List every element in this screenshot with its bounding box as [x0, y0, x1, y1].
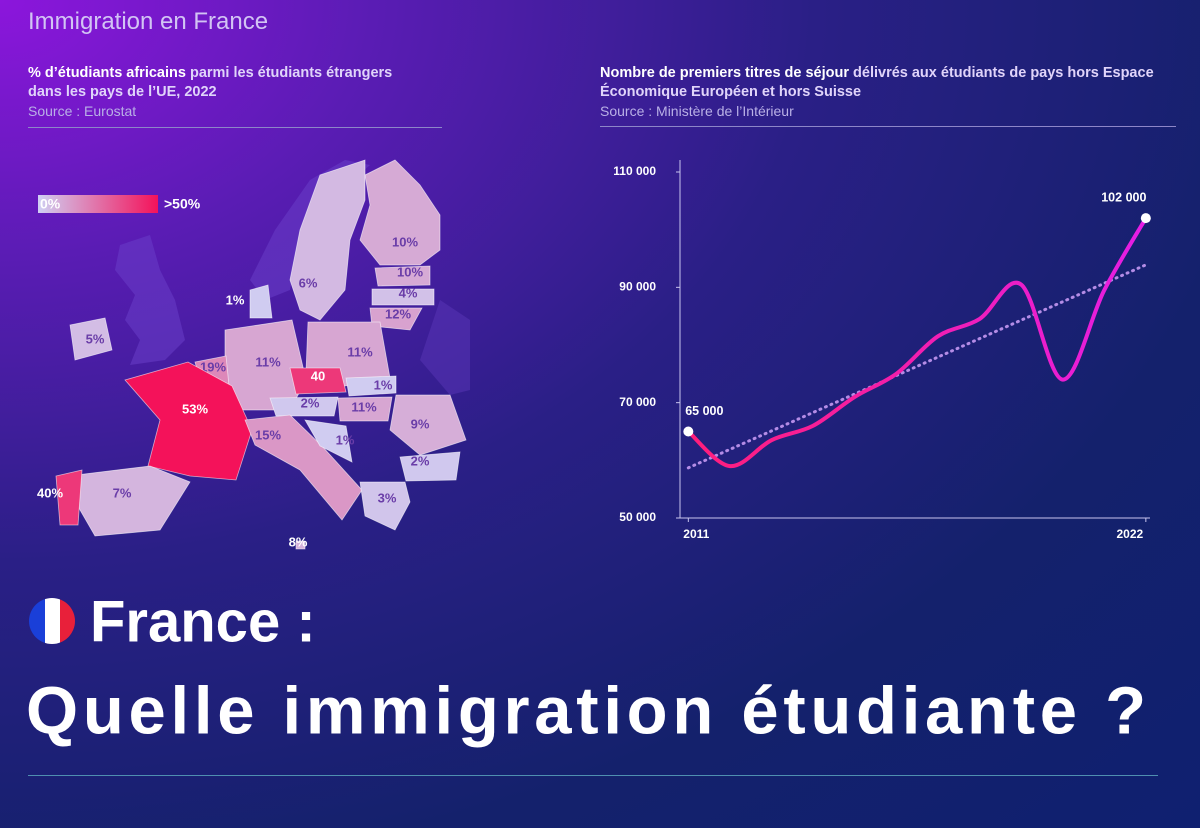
country	[249, 284, 273, 319]
country-label: 6%	[299, 275, 318, 290]
trend-line	[686, 263, 1148, 470]
country	[269, 396, 339, 417]
country-label: 4%	[399, 285, 418, 300]
map-title: % d’étudiants africains parmi les étudia…	[28, 64, 428, 102]
legend-max: >50%	[164, 196, 201, 212]
x-tick-label: 2011	[683, 527, 709, 541]
country	[359, 481, 411, 531]
country	[337, 396, 393, 422]
country-label: 40%	[37, 485, 63, 500]
y-tick-label: 90 000	[619, 280, 656, 294]
headline-1: France :	[90, 589, 316, 654]
country-label: 53%	[182, 401, 208, 416]
legend-min: 0%	[40, 196, 61, 212]
country-label: 9%	[411, 416, 430, 431]
country	[67, 465, 191, 537]
annotation-dot	[1140, 213, 1151, 224]
country-label: 12%	[385, 306, 411, 321]
country-label: 19%	[200, 359, 226, 374]
page-title: Immigration en France	[28, 8, 269, 35]
country	[244, 414, 363, 521]
country-label: 11%	[255, 354, 281, 369]
country	[124, 361, 253, 481]
annotation-label: 65 000	[685, 404, 723, 418]
country-label: 10%	[397, 264, 423, 279]
country	[304, 419, 353, 463]
uk-shape	[115, 235, 185, 365]
country-label: 15%	[255, 427, 281, 442]
country-label: 11%	[351, 399, 377, 414]
y-tick-label: 50 000	[619, 510, 656, 524]
country	[345, 375, 397, 397]
line-title-bold: Nombre de premiers titres de séjour	[600, 65, 849, 81]
flag	[29, 598, 75, 644]
country	[295, 540, 306, 550]
divider	[600, 126, 1176, 127]
divider	[28, 775, 1158, 776]
y-tick-label: 110 000	[613, 164, 656, 178]
country-label: 1%	[336, 432, 355, 447]
country	[289, 367, 347, 395]
country-label: 1%	[226, 292, 245, 307]
country	[359, 159, 441, 266]
country	[399, 451, 461, 482]
country-label: 2%	[411, 453, 430, 468]
country	[55, 469, 83, 526]
country-label: 5%	[86, 331, 105, 346]
line-title: Nombre de premiers titres de séjour déli…	[600, 64, 1185, 102]
headline-2: Quelle immigration étudiante ?	[26, 674, 1146, 749]
country	[389, 394, 467, 456]
legend-gradient	[38, 195, 158, 213]
country	[374, 265, 431, 287]
country-label: 2%	[301, 395, 320, 410]
map-title-bold: % d’étudiants africains	[28, 65, 186, 81]
line-title-rest: délivrés aux étudiants de pays hors Espa…	[600, 65, 1154, 100]
country-label: 11%	[347, 344, 373, 359]
annotation-dot	[683, 426, 694, 437]
country-label: 1%	[374, 377, 393, 392]
country	[371, 288, 435, 306]
annotation-label: 102 000	[1101, 190, 1146, 204]
map-source: Source : Eurostat	[28, 103, 137, 119]
line	[686, 216, 1148, 469]
country-label: 40	[311, 368, 325, 383]
line-source: Source : Ministère de l’Intérieur	[600, 103, 794, 119]
country	[369, 307, 423, 331]
divider	[28, 127, 442, 128]
country	[289, 159, 366, 321]
x-tick-label: 2022	[1116, 527, 1143, 541]
country-label: 10%	[392, 234, 418, 249]
country-label: 3%	[378, 490, 397, 505]
country-label: 7%	[113, 485, 132, 500]
east-shape	[420, 300, 470, 395]
map-title-rest: parmi les étudiants étrangers dans les p…	[28, 65, 393, 100]
country	[69, 317, 113, 361]
y-tick-label: 70 000	[619, 395, 656, 409]
country-label: 8%	[289, 534, 308, 549]
